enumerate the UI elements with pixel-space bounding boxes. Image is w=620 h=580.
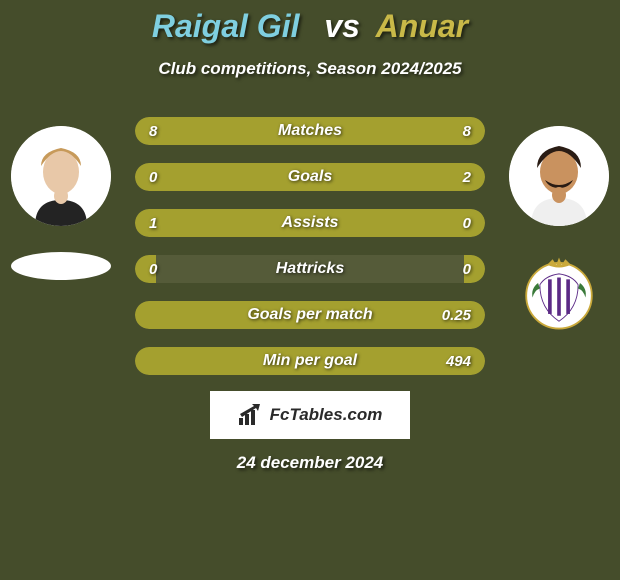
stat-right-value: 0 <box>463 255 471 283</box>
comparison-title: Raigal Gil vs Anuar <box>0 8 620 45</box>
date-text: 24 december 2024 <box>0 453 620 473</box>
brand-icon <box>238 404 266 426</box>
stat-label: Min per goal <box>135 347 485 375</box>
stat-right-value: 494 <box>446 347 471 375</box>
player1-avatar <box>11 126 111 226</box>
stat-label: Matches <box>135 117 485 145</box>
stat-left-value: 0 <box>149 163 157 191</box>
comparison-card: Raigal Gil vs Anuar Club competitions, S… <box>0 0 620 580</box>
stat-bars: Matches88Goals02Assists10Hattricks00Goal… <box>135 117 485 375</box>
stat-right-value: 8 <box>463 117 471 145</box>
stat-row: Hattricks0 0 <box>135 255 485 283</box>
stat-row: Goals per match0.25 <box>135 301 485 329</box>
stat-row: Assists1 0 <box>135 209 485 237</box>
stat-label: Assists <box>135 209 485 237</box>
stat-row: Min per goal494 <box>135 347 485 375</box>
player1-club-placeholder <box>11 252 111 280</box>
stat-label: Hattricks <box>135 255 485 283</box>
stat-right-value: 0.25 <box>442 301 471 329</box>
stat-left-value: 8 <box>149 117 157 145</box>
player1-name: Raigal Gil <box>152 8 300 44</box>
subtitle: Club competitions, Season 2024/2025 <box>0 59 620 79</box>
stat-left-value: 1 <box>149 209 157 237</box>
stat-row: Goals0 2 <box>135 163 485 191</box>
player2-avatar <box>509 126 609 226</box>
stat-row: Matches8 8 <box>135 117 485 145</box>
stat-left-value: 0 <box>149 255 157 283</box>
stat-right-value: 2 <box>463 163 471 191</box>
stat-label: Goals per match <box>135 301 485 329</box>
brand-text: FcTables.com <box>270 405 383 425</box>
brand-badge: FcTables.com <box>210 391 410 439</box>
right-player-column <box>504 126 614 334</box>
stat-right-value: 0 <box>463 209 471 237</box>
player2-name: Anuar <box>376 8 468 44</box>
left-player-column <box>6 126 116 280</box>
player2-club-crest <box>518 252 600 334</box>
stat-label: Goals <box>135 163 485 191</box>
vs-text: vs <box>324 8 360 44</box>
